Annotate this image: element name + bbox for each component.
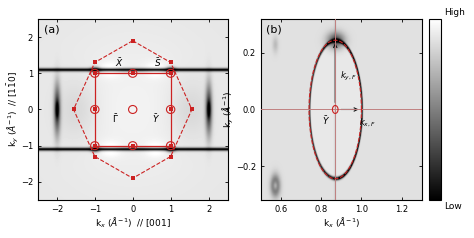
Text: High: High	[445, 8, 465, 17]
X-axis label: k$_x$ ($\AA^{-1}$): k$_x$ ($\AA^{-1}$)	[323, 215, 360, 230]
Text: $\bar{\Gamma}$: $\bar{\Gamma}$	[112, 112, 119, 125]
Y-axis label: k$_y$ ($\AA^{-1}$)  // [1$\bar{1}$0]: k$_y$ ($\AA^{-1}$) // [1$\bar{1}$0]	[6, 72, 21, 147]
Text: (a): (a)	[44, 25, 59, 35]
Text: $\bar{S}$: $\bar{S}$	[154, 56, 161, 69]
Y-axis label: k$_y$ ($\AA^{-1}$): k$_y$ ($\AA^{-1}$)	[220, 91, 236, 128]
Text: Low: Low	[445, 202, 462, 211]
Text: $\bar{X}$: $\bar{X}$	[115, 56, 124, 69]
Text: $k_{y,F}$: $k_{y,F}$	[340, 70, 357, 83]
Text: $\bar{Y}$: $\bar{Y}$	[322, 114, 330, 127]
Text: $k_{x,F}$: $k_{x,F}$	[359, 116, 376, 129]
Text: $\bar{Y}$: $\bar{Y}$	[152, 112, 160, 125]
X-axis label: k$_x$ ($\AA^{-1}$)  // [001]: k$_x$ ($\AA^{-1}$) // [001]	[95, 215, 171, 230]
Text: (b): (b)	[265, 25, 281, 35]
